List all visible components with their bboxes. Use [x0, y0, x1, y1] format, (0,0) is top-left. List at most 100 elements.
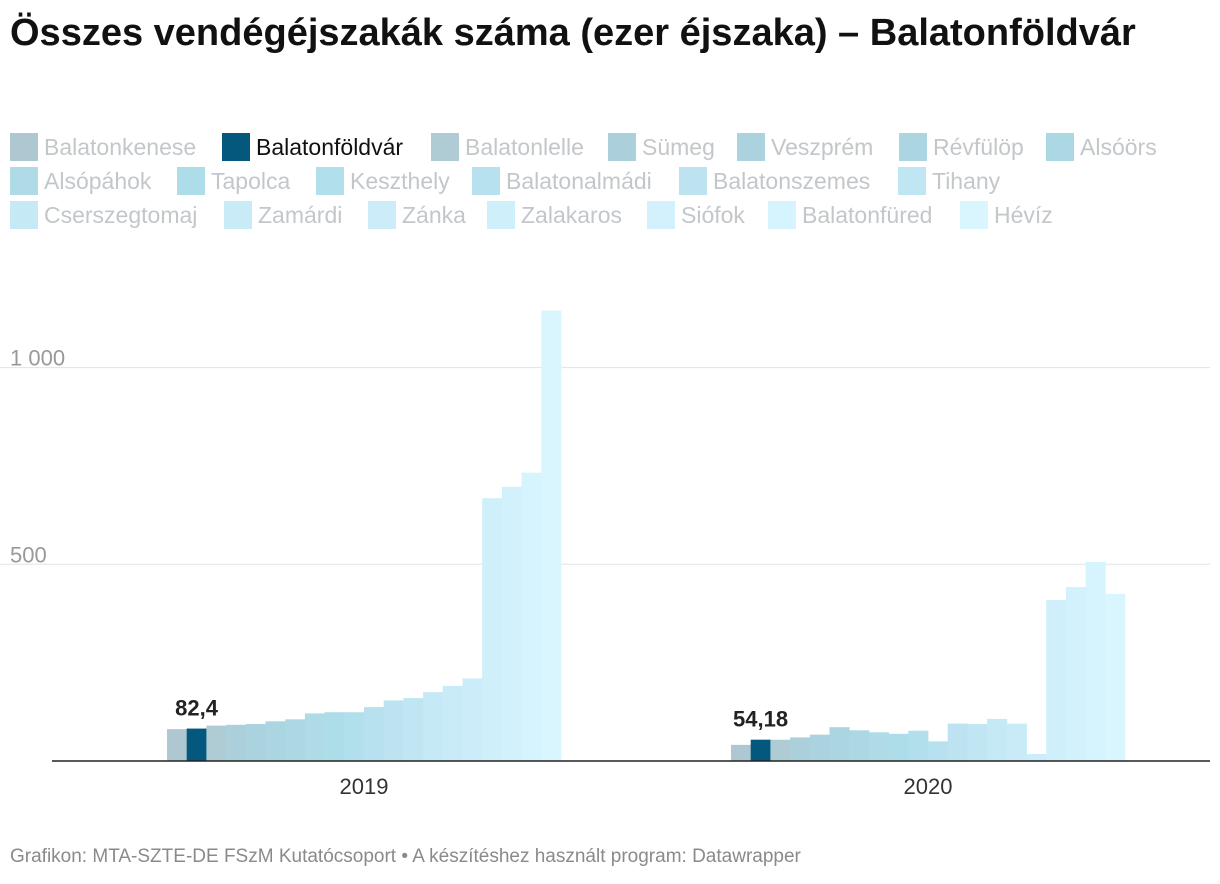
legend-swatch [316, 167, 344, 195]
bar [1085, 561, 1106, 761]
legend-swatch [10, 167, 38, 195]
legend-item[interactable]: Alsópáhok [10, 164, 151, 198]
y-tick-label: 1 000 [10, 346, 65, 371]
bar [501, 486, 522, 761]
bar [344, 712, 365, 761]
legend-item[interactable]: Cserszegtomaj [10, 198, 197, 232]
bar [1026, 753, 1047, 761]
legend-item[interactable]: Révfülöp [899, 130, 1024, 164]
bar [423, 692, 444, 761]
legend-item[interactable]: Zamárdi [224, 198, 342, 232]
bar [206, 725, 227, 761]
legend-swatch [224, 201, 252, 229]
bar [731, 744, 752, 761]
legend-swatch [177, 167, 205, 195]
bar [226, 724, 247, 761]
legend-swatch [768, 201, 796, 229]
bar [482, 498, 503, 761]
legend-row: Cserszegtomaj Zamárdi Zánka Zalakaros Si… [10, 198, 1210, 232]
legend-item[interactable]: Balatonalmádi [472, 164, 652, 198]
bar [1006, 723, 1027, 761]
legend-label: Tapolca [211, 168, 291, 194]
legend-label: Cserszegtomaj [44, 202, 198, 228]
bar [521, 472, 542, 761]
legend-item[interactable]: Zánka [368, 198, 466, 232]
legend-label: Tihany [932, 168, 1001, 194]
legend-swatch [368, 201, 396, 229]
legend-item[interactable]: Balatonlelle [431, 130, 584, 164]
legend-label: Alsópáhok [44, 168, 152, 194]
legend-item[interactable]: Alsóörs [1046, 130, 1157, 164]
data-label: 54,18 [733, 707, 788, 732]
bar [750, 739, 771, 761]
legend-label: Balatonkenese [44, 134, 197, 160]
bar [403, 698, 424, 761]
bar [541, 310, 562, 761]
legend-label: Siófok [681, 202, 745, 228]
legend-label: Balatonszemes [713, 168, 871, 194]
bar [285, 719, 306, 761]
bar [265, 721, 286, 761]
legend-swatch [431, 133, 459, 161]
legend-label: Zalakaros [521, 202, 622, 228]
legend-label: Balatonfüred [802, 202, 933, 228]
legend: Balatonkenese Balatonföldvár Balatonlell… [10, 130, 1210, 232]
legend-item[interactable]: Veszprém [737, 130, 873, 164]
legend-label: Balatonalmádi [506, 168, 652, 194]
legend-row: Alsópáhok Tapolca Keszthely Balatonalmád… [10, 164, 1210, 198]
legend-item[interactable]: Balatonkenese [10, 130, 196, 164]
bar [186, 728, 207, 761]
legend-swatch [10, 201, 38, 229]
legend-swatch [10, 133, 38, 161]
legend-item[interactable]: Tapolca [177, 164, 290, 198]
legend-label: Keszthely [350, 168, 450, 194]
bar [1105, 593, 1126, 761]
legend-label: Alsóörs [1080, 134, 1157, 160]
legend-item[interactable]: Tihany [898, 164, 1000, 198]
legend-swatch [899, 133, 927, 161]
legend-swatch [1046, 133, 1074, 161]
legend-item[interactable]: Siófok [647, 198, 745, 232]
bar [245, 724, 266, 761]
bar [383, 700, 404, 761]
bar [987, 718, 1008, 761]
legend-label: Révfülöp [933, 134, 1024, 160]
legend-label: Balatonlelle [465, 134, 584, 160]
legend-swatch [960, 201, 988, 229]
y-tick-label: 500 [10, 542, 47, 567]
bar [928, 741, 949, 761]
legend-item[interactable]: Keszthely [316, 164, 450, 198]
legend-swatch [472, 167, 500, 195]
legend-item[interactable]: Balatonfüred [768, 198, 932, 232]
legend-swatch [737, 133, 765, 161]
legend-label: Hévíz [994, 202, 1053, 228]
legend-item[interactable]: Balatonföldvár [222, 130, 403, 164]
bar [829, 727, 850, 761]
bar [908, 730, 929, 761]
legend-item[interactable]: Sümeg [608, 130, 715, 164]
legend-label: Balatonföldvár [256, 134, 404, 160]
bar [849, 730, 870, 761]
bar [1065, 587, 1086, 761]
legend-item[interactable]: Zalakaros [487, 198, 622, 232]
legend-item[interactable]: Hévíz [960, 198, 1053, 232]
legend-item[interactable]: Balatonszemes [679, 164, 870, 198]
bar [462, 678, 483, 761]
source-footer: Grafikon: MTA-SZTE-DE FSzM Kutatócsoport… [10, 846, 801, 867]
bar [790, 737, 811, 761]
bar [868, 732, 889, 761]
legend-label: Zánka [402, 202, 466, 228]
data-label: 82,4 [175, 696, 219, 721]
bar [888, 733, 909, 761]
bar [770, 739, 791, 761]
chart-title: Összes vendégéjszakák száma (ezer éjszak… [10, 12, 1136, 54]
legend-label: Zamárdi [258, 202, 343, 228]
x-tick-label: 2019 [340, 774, 389, 799]
legend-swatch [898, 167, 926, 195]
bar [324, 712, 345, 761]
bar [364, 707, 385, 761]
bar [947, 723, 968, 761]
legend-swatch [608, 133, 636, 161]
bar [809, 734, 830, 761]
